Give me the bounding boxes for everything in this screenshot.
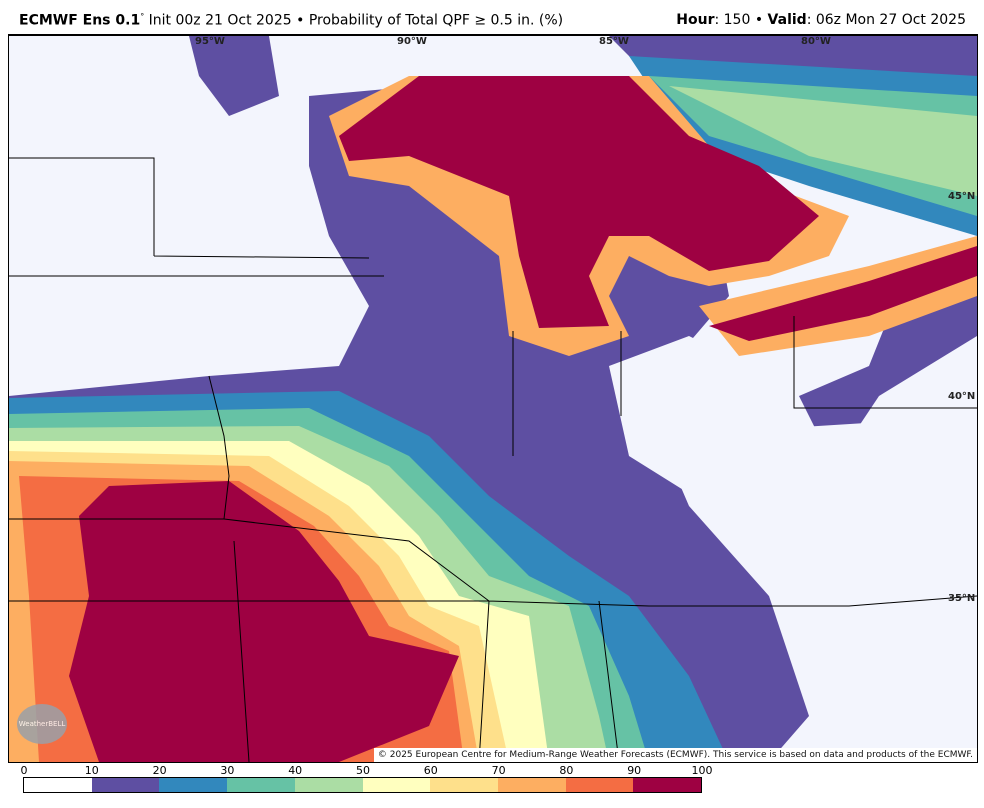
state-borders: [9, 157, 977, 762]
separator: •: [754, 12, 764, 28]
colorbar-segment: [430, 778, 498, 792]
colorbar-tick-label: 10: [84, 764, 99, 777]
colorbar-segment: [24, 778, 92, 792]
colorbar-tick-label: 30: [220, 764, 235, 777]
lon-label-85w: 85°W: [599, 36, 629, 47]
lon-label-95w: 95°W: [195, 36, 225, 47]
model-name: ECMWF Ens 0.1: [19, 12, 141, 29]
colorbar-segment: [91, 778, 160, 792]
lon-label-80w: 80°W: [801, 36, 831, 47]
map-fields: [9, 36, 977, 762]
colorbar-tick-label: 40: [288, 764, 303, 777]
copyright-notice: © 2025 European Centre for Medium-Range …: [373, 748, 977, 762]
colorbar-segment: [497, 778, 566, 792]
valid-time-info: Hour: 150 • Valid: 06z Mon 27 Oct 2025: [676, 12, 966, 28]
colorbar-tick-label: 70: [491, 764, 506, 777]
field-90-100-lakes: [339, 76, 819, 328]
colorbar-segment: [362, 778, 431, 792]
lat-label-45n: 45°N: [948, 191, 976, 202]
colorbar-tick-label: 50: [356, 764, 370, 777]
lat-label-40n: 40°N: [948, 391, 976, 402]
lat-label-35n: 35°N: [948, 593, 976, 604]
lon-label-90w: 90°W: [397, 36, 427, 47]
colorbar-segment: [227, 778, 295, 792]
field-90-100-south: [69, 481, 459, 762]
colorbar-segment: [294, 778, 363, 792]
colorbar: [23, 777, 702, 793]
colorbar-segment: [633, 778, 702, 792]
valid-value: : 06z Mon 27 Oct 2025: [806, 12, 966, 28]
hour-label: Hour: [676, 12, 715, 28]
degree-symbol: °: [140, 12, 145, 21]
colorbar-tick-label: 0: [20, 764, 28, 777]
colorbar-tick-label: 80: [559, 764, 574, 777]
colorbar-tick-label: 90: [627, 764, 642, 777]
separator: •: [296, 12, 305, 29]
valid-label: Valid: [767, 12, 807, 28]
probability-map: 95°W 90°W 85°W 80°W 45°N 40°N 35°N Weath…: [8, 34, 978, 763]
init-time: Init 00z 21 Oct 2025: [148, 12, 292, 29]
colorbar-segment: [159, 778, 228, 792]
colorbar-tick-label: 20: [152, 764, 167, 777]
colorbar-tick-label: 60: [423, 764, 438, 777]
chart-title: ECMWF Ens 0.1° Init 00z 21 Oct 2025 • Pr…: [19, 12, 563, 29]
colorbar-segment: [565, 778, 634, 792]
weatherbell-logo: WeatherBELL: [17, 704, 67, 744]
product-name: Probability of Total QPF ≥ 0.5 in. (%): [308, 12, 564, 29]
colorbar-tick-label: 100: [691, 764, 713, 777]
hour-value: : 150: [714, 12, 751, 28]
